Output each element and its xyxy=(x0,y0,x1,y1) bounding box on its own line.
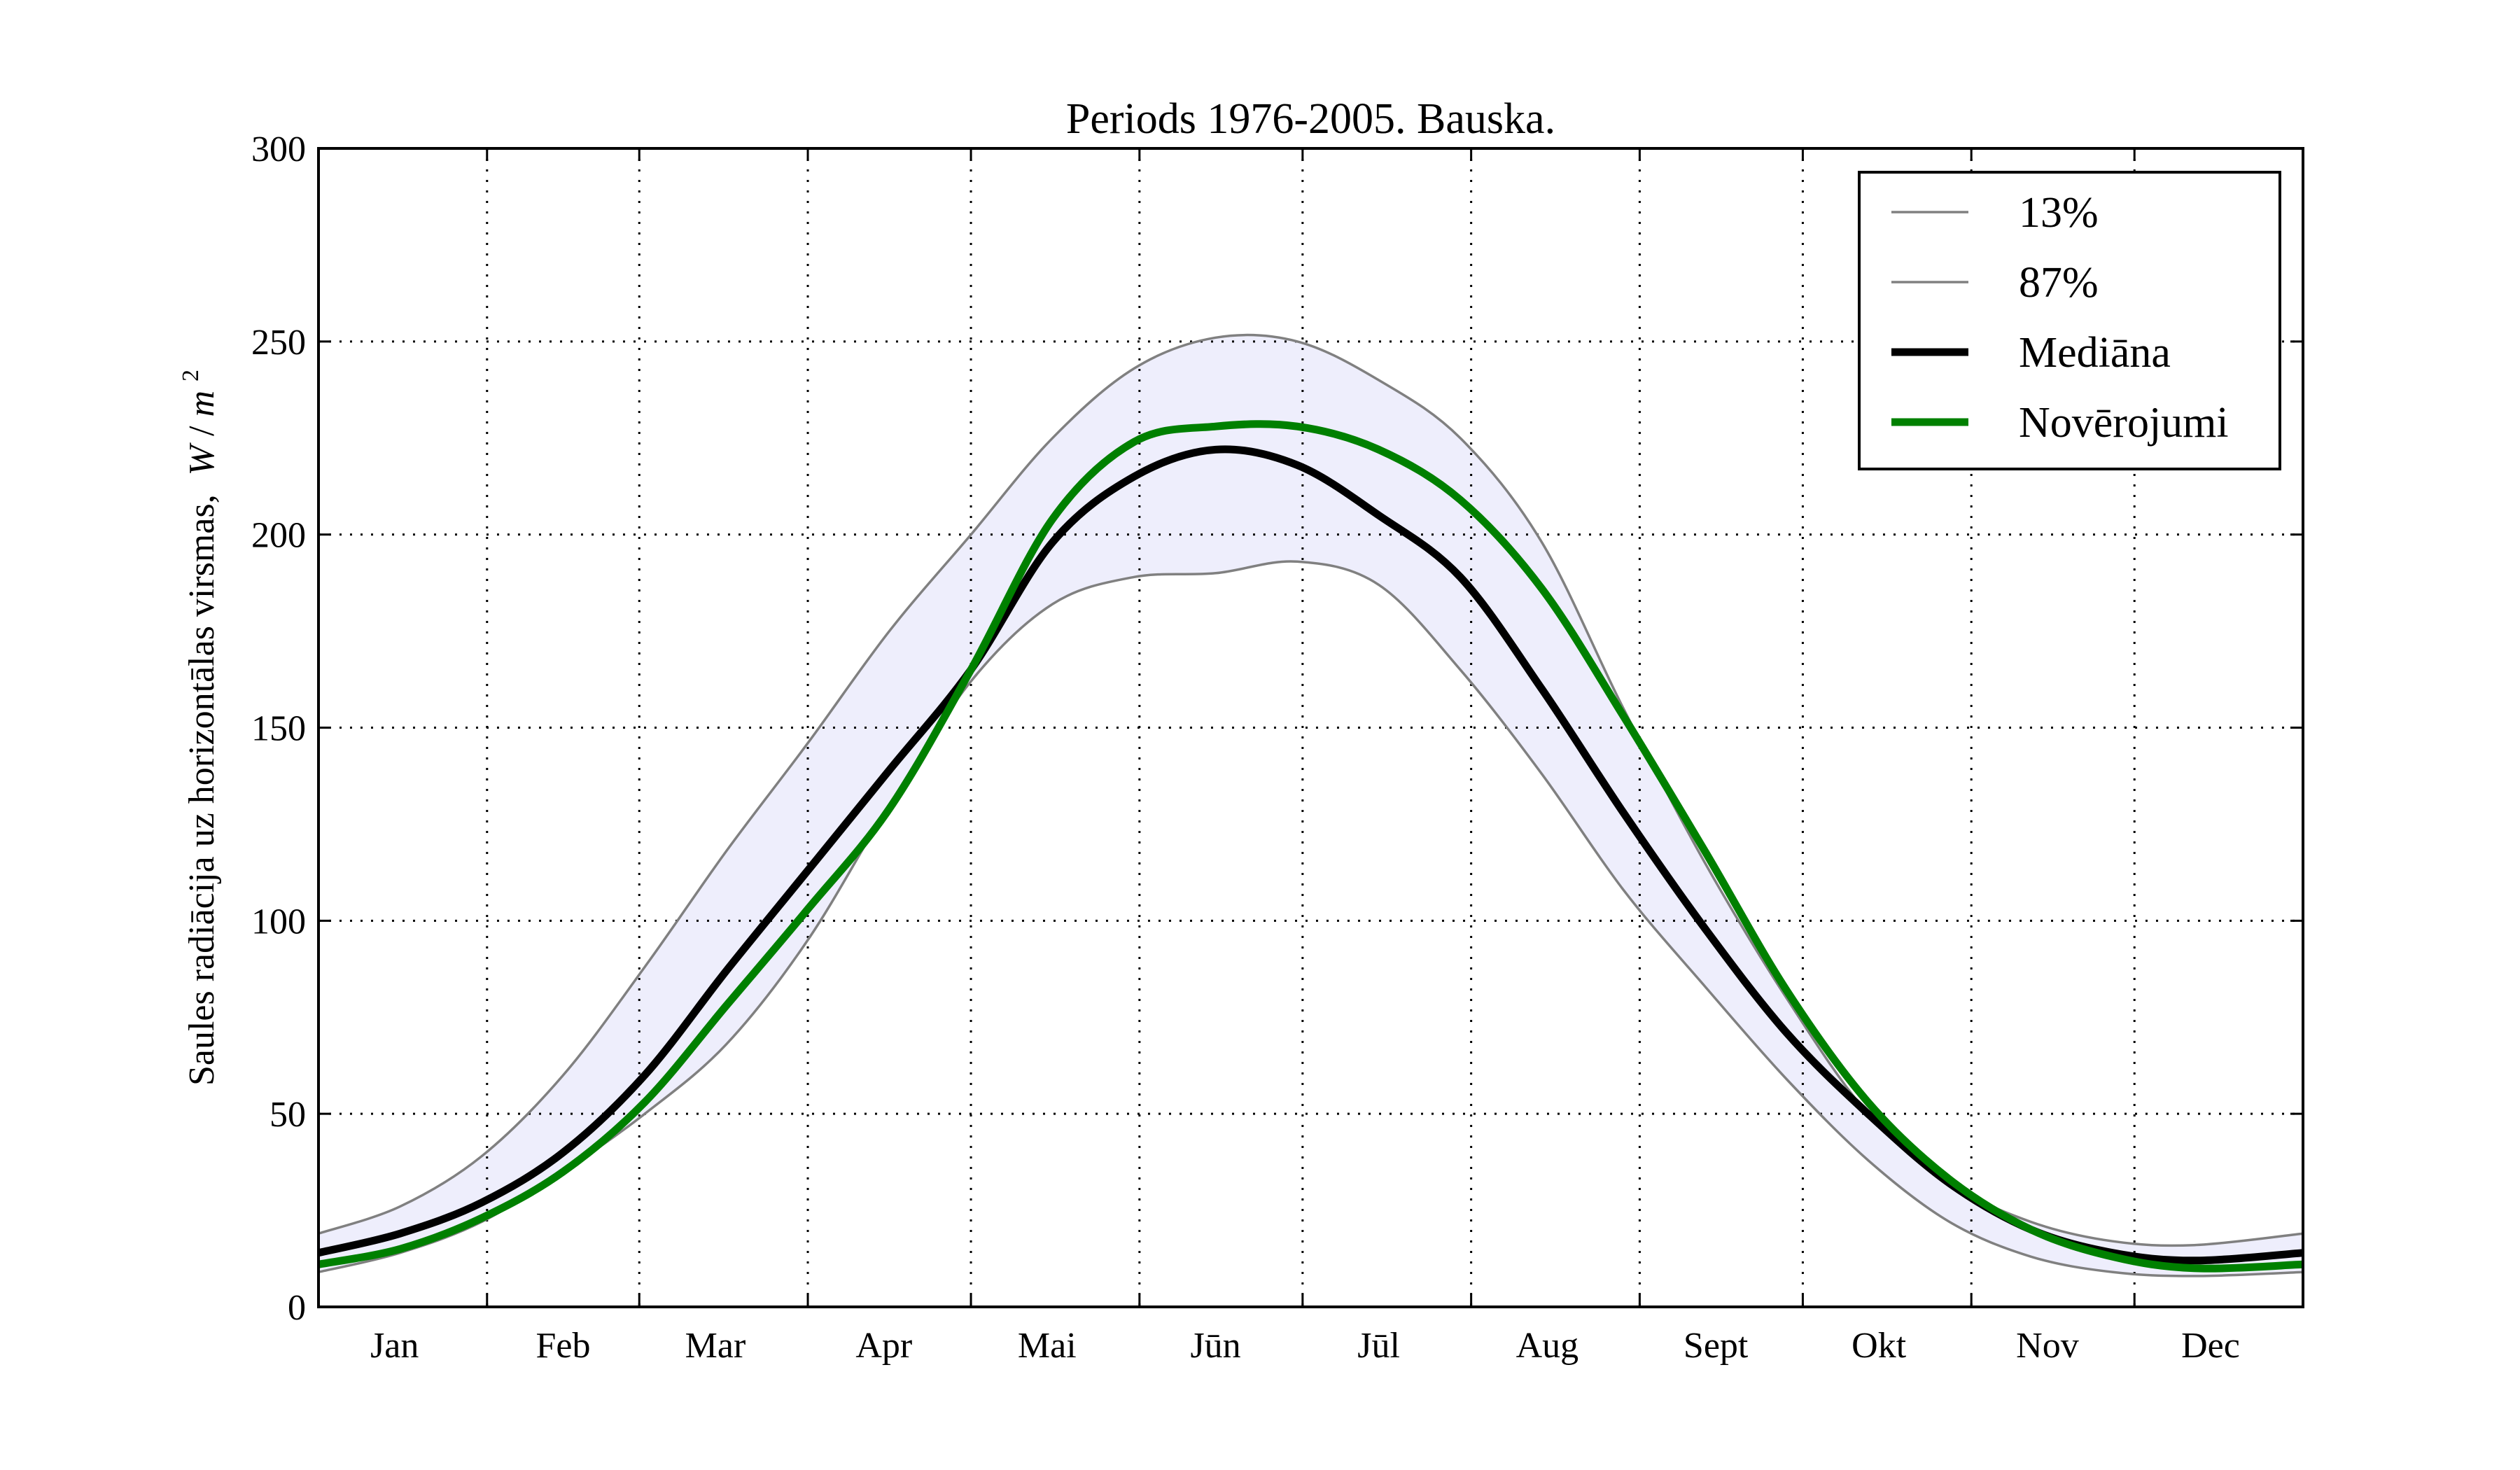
x-tick-label-mai: Mai xyxy=(1018,1326,1077,1366)
x-tick-label-okt: Okt xyxy=(1851,1326,1907,1366)
y-tick-label-0: 0 xyxy=(288,1288,306,1328)
x-tick-label-nov: Nov xyxy=(2016,1326,2079,1366)
legend-label-2: 87% xyxy=(2019,259,2099,307)
series-line-4 xyxy=(317,420,2304,1273)
legend-label-4: Novērojumi xyxy=(2019,399,2229,447)
x-tick-label-apr: Apr xyxy=(855,1326,912,1366)
series-layer xyxy=(317,333,2304,1278)
percentile-band-layer xyxy=(318,335,2303,1276)
y-tick-label-300: 300 xyxy=(251,130,306,169)
chart-title: Periods 1976-2005. Bauska. xyxy=(1066,95,1555,143)
series-line-1 xyxy=(318,560,2304,1278)
x-tick-label-aug: Aug xyxy=(1516,1326,1579,1366)
y-axis-label-text: Saules radiācija uz horizontālas virsmas… xyxy=(182,494,222,1086)
grid-layer xyxy=(318,148,2303,1307)
y-tick-label-200: 200 xyxy=(251,516,306,556)
y-axis-unit-w: W xyxy=(182,442,222,475)
series-line-3 xyxy=(317,445,2304,1265)
x-tick-label-jūl: Jūl xyxy=(1357,1326,1400,1366)
y-tick-label-150: 150 xyxy=(251,709,306,749)
legend-label-1: 13% xyxy=(2019,189,2099,237)
y-axis-unit-slash: / xyxy=(182,426,222,436)
x-tick-label-dec: Dec xyxy=(2181,1326,2240,1366)
tick-layer: 0 50 100 150 200 250 300 Jan Feb Mar Apr Mai Jūn Jūl A… xyxy=(251,130,2303,1366)
x-tick-label-jan: Jan xyxy=(370,1326,419,1366)
legend-label-3: Mediāna xyxy=(2019,329,2171,377)
y-tick-label-250: 250 xyxy=(251,323,306,363)
y-tick-label-100: 100 xyxy=(251,902,306,941)
y-tick-label-50: 50 xyxy=(270,1095,306,1135)
x-tick-label-jūn: Jūn xyxy=(1190,1326,1240,1366)
x-tick-label-feb: Feb xyxy=(536,1326,591,1366)
x-tick-label-sept: Sept xyxy=(1684,1326,1749,1366)
y-axis-label: Saules radiācija uz horizontālas virsmas… xyxy=(178,370,222,1086)
percentile-band xyxy=(318,335,2303,1276)
y-axis-unit-m: m xyxy=(182,391,222,417)
x-tick-label-mar: Mar xyxy=(685,1326,746,1366)
y-axis-unit-exponent: 2 xyxy=(178,370,204,382)
legend: 13% 87% Mediāna Novērojumi xyxy=(1858,171,2281,470)
